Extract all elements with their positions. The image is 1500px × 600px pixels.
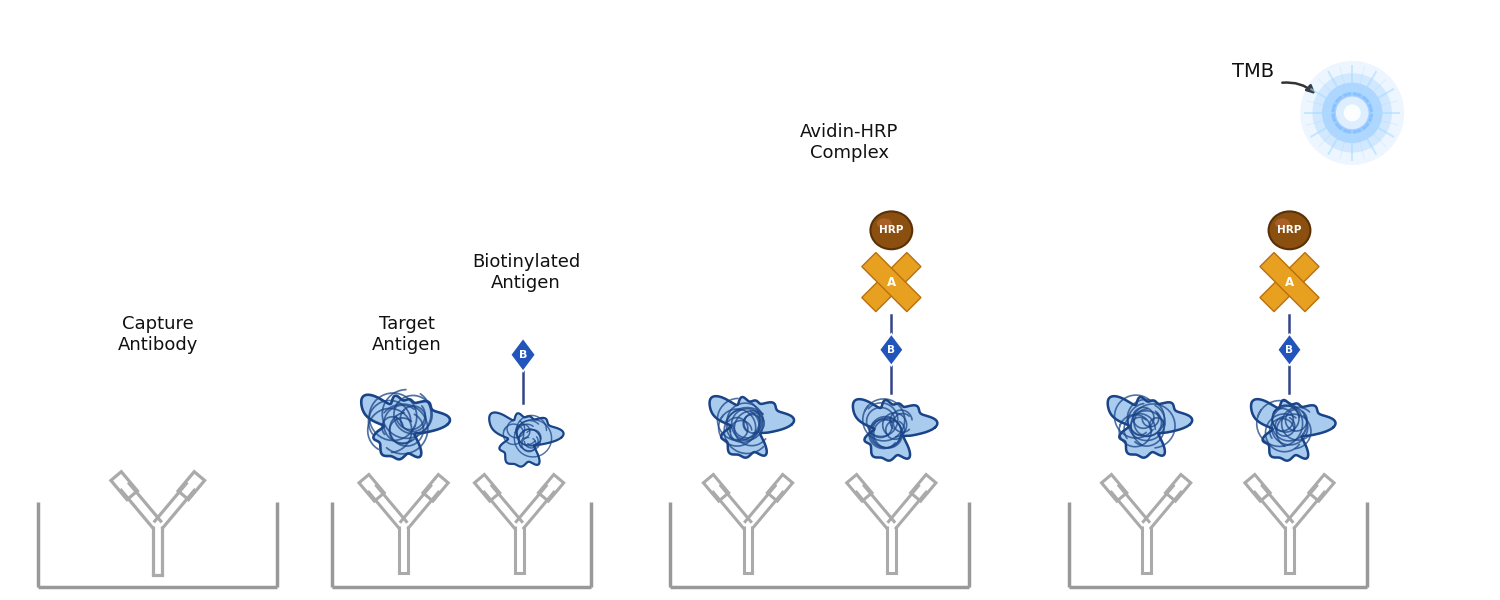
Text: A: A [1286,275,1294,289]
Text: B: B [1286,345,1293,355]
Polygon shape [853,399,938,461]
Text: B: B [888,345,896,355]
Ellipse shape [870,211,912,249]
Circle shape [1332,92,1372,134]
Polygon shape [862,253,921,311]
Polygon shape [1251,399,1335,461]
Text: Target
Antigen: Target Antigen [372,316,441,354]
Text: B: B [519,350,526,360]
Circle shape [1312,73,1392,152]
Polygon shape [1107,396,1192,458]
Polygon shape [362,395,450,460]
Polygon shape [710,396,794,458]
Text: A: A [886,275,896,289]
Text: TMB: TMB [1232,62,1274,80]
Text: Capture
Antibody: Capture Antibody [117,316,198,354]
Text: Avidin-HRP
Complex: Avidin-HRP Complex [801,124,898,162]
Text: HRP: HRP [879,226,903,235]
Circle shape [1344,104,1360,121]
Ellipse shape [1269,211,1311,249]
Circle shape [1322,83,1383,143]
Polygon shape [862,253,921,311]
Polygon shape [510,338,536,371]
Text: Biotinylated
Antigen: Biotinylated Antigen [472,253,580,292]
Ellipse shape [1275,218,1290,229]
Polygon shape [1260,253,1318,311]
Polygon shape [879,334,903,365]
Polygon shape [1260,253,1318,311]
Text: HRP: HRP [1278,226,1302,235]
Circle shape [1335,96,1370,130]
Polygon shape [489,412,564,467]
Polygon shape [1278,334,1302,365]
Ellipse shape [878,218,892,229]
Circle shape [1300,61,1404,165]
